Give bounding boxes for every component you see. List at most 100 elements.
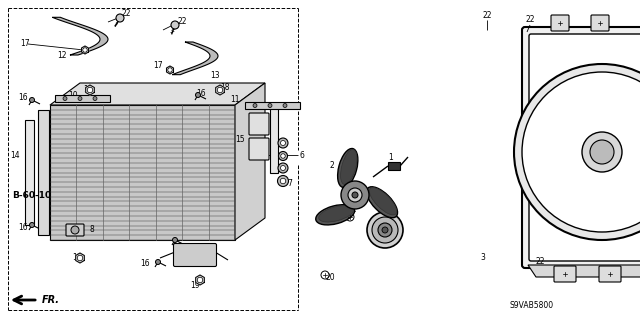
Circle shape — [283, 103, 287, 108]
Text: 16: 16 — [196, 88, 205, 98]
Text: 11: 11 — [230, 95, 239, 105]
Circle shape — [280, 140, 285, 145]
Text: 12: 12 — [57, 50, 67, 60]
Polygon shape — [86, 85, 94, 95]
Text: FR.: FR. — [42, 295, 60, 305]
Text: 14: 14 — [278, 153, 287, 162]
Bar — [38, 110, 49, 235]
Circle shape — [346, 213, 354, 221]
FancyBboxPatch shape — [591, 15, 609, 31]
FancyBboxPatch shape — [599, 266, 621, 282]
Text: 18: 18 — [220, 83, 230, 92]
Polygon shape — [76, 253, 84, 263]
Circle shape — [522, 72, 640, 232]
Circle shape — [71, 226, 79, 234]
Circle shape — [93, 97, 97, 100]
Circle shape — [557, 19, 563, 26]
Text: 16: 16 — [140, 258, 150, 268]
Text: 20: 20 — [325, 273, 335, 283]
Polygon shape — [50, 83, 265, 105]
Circle shape — [590, 140, 614, 164]
Circle shape — [281, 154, 285, 158]
Circle shape — [78, 97, 82, 100]
FancyBboxPatch shape — [554, 266, 576, 282]
Text: 19: 19 — [72, 254, 82, 263]
Polygon shape — [81, 46, 88, 54]
Text: 22: 22 — [483, 11, 492, 19]
Circle shape — [278, 163, 288, 173]
Text: 16: 16 — [18, 93, 28, 102]
Circle shape — [378, 223, 392, 237]
Text: 22: 22 — [608, 174, 618, 182]
FancyBboxPatch shape — [522, 27, 640, 268]
Circle shape — [29, 222, 35, 227]
Ellipse shape — [319, 205, 354, 222]
Text: 6: 6 — [300, 151, 305, 160]
Text: 22: 22 — [122, 10, 131, 19]
Circle shape — [63, 97, 67, 100]
Text: 22: 22 — [525, 16, 535, 25]
Circle shape — [348, 188, 362, 202]
Bar — [25, 120, 34, 225]
Text: 15: 15 — [235, 136, 244, 145]
Circle shape — [561, 271, 568, 278]
Text: 23: 23 — [618, 68, 628, 77]
Text: 21: 21 — [348, 205, 358, 214]
Circle shape — [278, 175, 289, 187]
Ellipse shape — [340, 150, 357, 184]
Text: 10: 10 — [68, 92, 77, 100]
Polygon shape — [528, 265, 640, 277]
Text: 3: 3 — [480, 254, 485, 263]
Circle shape — [607, 271, 614, 278]
Circle shape — [116, 14, 124, 22]
Text: 17: 17 — [20, 40, 29, 48]
FancyBboxPatch shape — [66, 224, 84, 236]
Circle shape — [87, 87, 93, 93]
Text: 17: 17 — [153, 61, 163, 70]
Circle shape — [173, 238, 177, 242]
Polygon shape — [172, 42, 218, 75]
Circle shape — [341, 181, 369, 209]
Ellipse shape — [338, 149, 358, 188]
Circle shape — [83, 48, 87, 52]
Circle shape — [168, 68, 172, 72]
Text: 8: 8 — [90, 226, 95, 234]
Text: 16: 16 — [18, 224, 28, 233]
Polygon shape — [235, 83, 265, 240]
Text: B-60-10: B-60-10 — [12, 190, 51, 199]
Text: 7: 7 — [287, 179, 292, 188]
Text: 1: 1 — [388, 153, 393, 162]
Polygon shape — [166, 66, 173, 74]
Text: 19: 19 — [190, 280, 200, 290]
Text: 9: 9 — [185, 246, 190, 255]
Circle shape — [278, 138, 288, 148]
Circle shape — [582, 132, 622, 172]
Circle shape — [382, 227, 388, 233]
Text: 13: 13 — [210, 70, 220, 79]
Circle shape — [280, 178, 285, 184]
Circle shape — [372, 217, 398, 243]
Circle shape — [278, 152, 287, 160]
FancyBboxPatch shape — [249, 138, 269, 160]
Circle shape — [321, 271, 329, 279]
Polygon shape — [52, 17, 108, 55]
Polygon shape — [216, 85, 225, 95]
Text: 14: 14 — [10, 151, 20, 160]
Bar — [388, 162, 400, 170]
Circle shape — [280, 166, 285, 170]
Circle shape — [253, 103, 257, 108]
Polygon shape — [196, 275, 204, 285]
Ellipse shape — [369, 188, 397, 215]
Text: 22: 22 — [177, 18, 186, 26]
Text: 18: 18 — [83, 85, 93, 94]
Text: 22: 22 — [615, 209, 625, 218]
Circle shape — [156, 259, 161, 264]
Text: 2: 2 — [330, 160, 335, 169]
Text: 5: 5 — [616, 122, 621, 131]
Circle shape — [367, 212, 403, 248]
Text: 4: 4 — [375, 227, 380, 236]
FancyBboxPatch shape — [529, 34, 640, 261]
Circle shape — [29, 98, 35, 102]
Text: 22: 22 — [535, 257, 545, 266]
FancyBboxPatch shape — [173, 243, 216, 266]
